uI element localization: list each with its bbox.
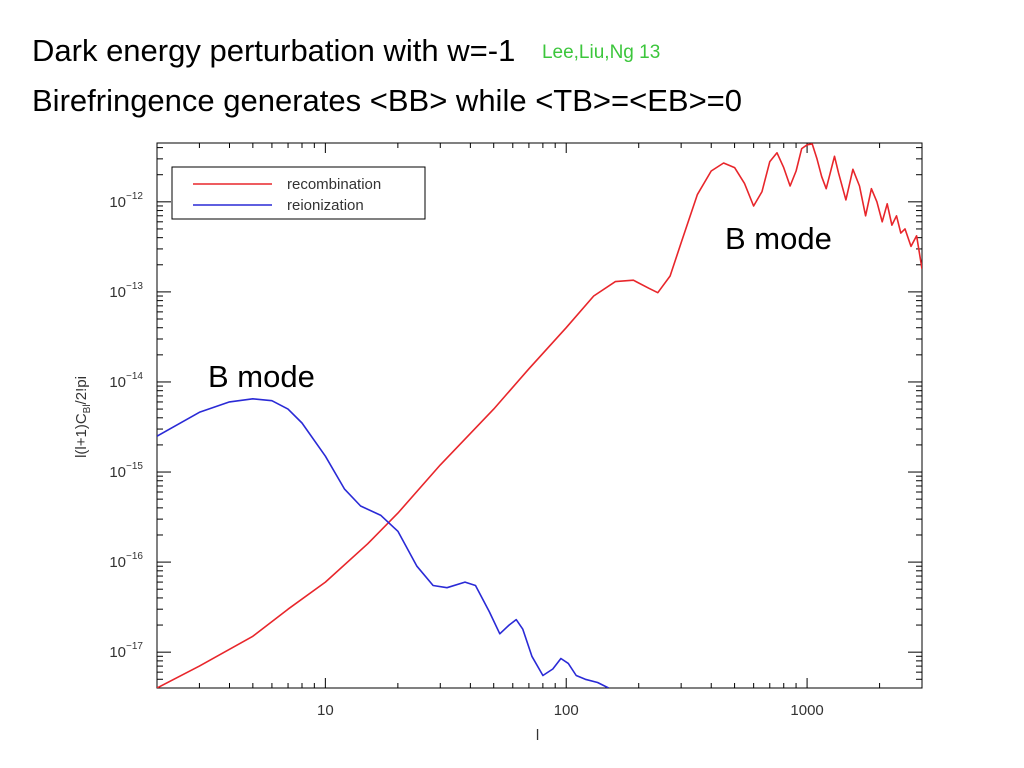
y-axis-label: l(l+1)CBl/2!pi	[73, 376, 93, 458]
y-tick-label: 10−16	[109, 551, 143, 571]
citation-text: Lee,Liu,Ng 13	[541, 42, 661, 63]
slide-title-line-1: Dark energy perturbation with w=-1 Lee,L…	[32, 33, 660, 71]
x-tick-label: 10	[317, 702, 334, 719]
series-line-recombination	[157, 143, 922, 688]
y-tick-label: 10−13	[109, 281, 143, 301]
slide-title-line-2: Birefringence generates <BB> while <TB>=…	[32, 83, 743, 118]
y-tick-label: 10−12	[109, 191, 143, 211]
x-tick-label: 1000	[790, 702, 823, 719]
legend-label-reionization: reionization	[287, 197, 364, 214]
plot-frame	[156, 142, 923, 689]
legend-box	[171, 166, 426, 220]
x-tick-label: 100	[554, 702, 579, 719]
legend-label-recombination: recombination	[287, 176, 381, 193]
y-tick-label: 10−14	[109, 371, 143, 391]
annotation-b-mode: B mode	[725, 221, 832, 256]
y-tick-label: 10−15	[109, 461, 143, 481]
y-tick-label: 10−17	[109, 641, 143, 661]
annotation-b-mode: B mode	[208, 359, 315, 394]
x-axis-label: l	[536, 727, 539, 744]
slide-title-text: Dark energy perturbation with w=-1	[32, 33, 516, 68]
series-line-reionization	[157, 397, 609, 688]
